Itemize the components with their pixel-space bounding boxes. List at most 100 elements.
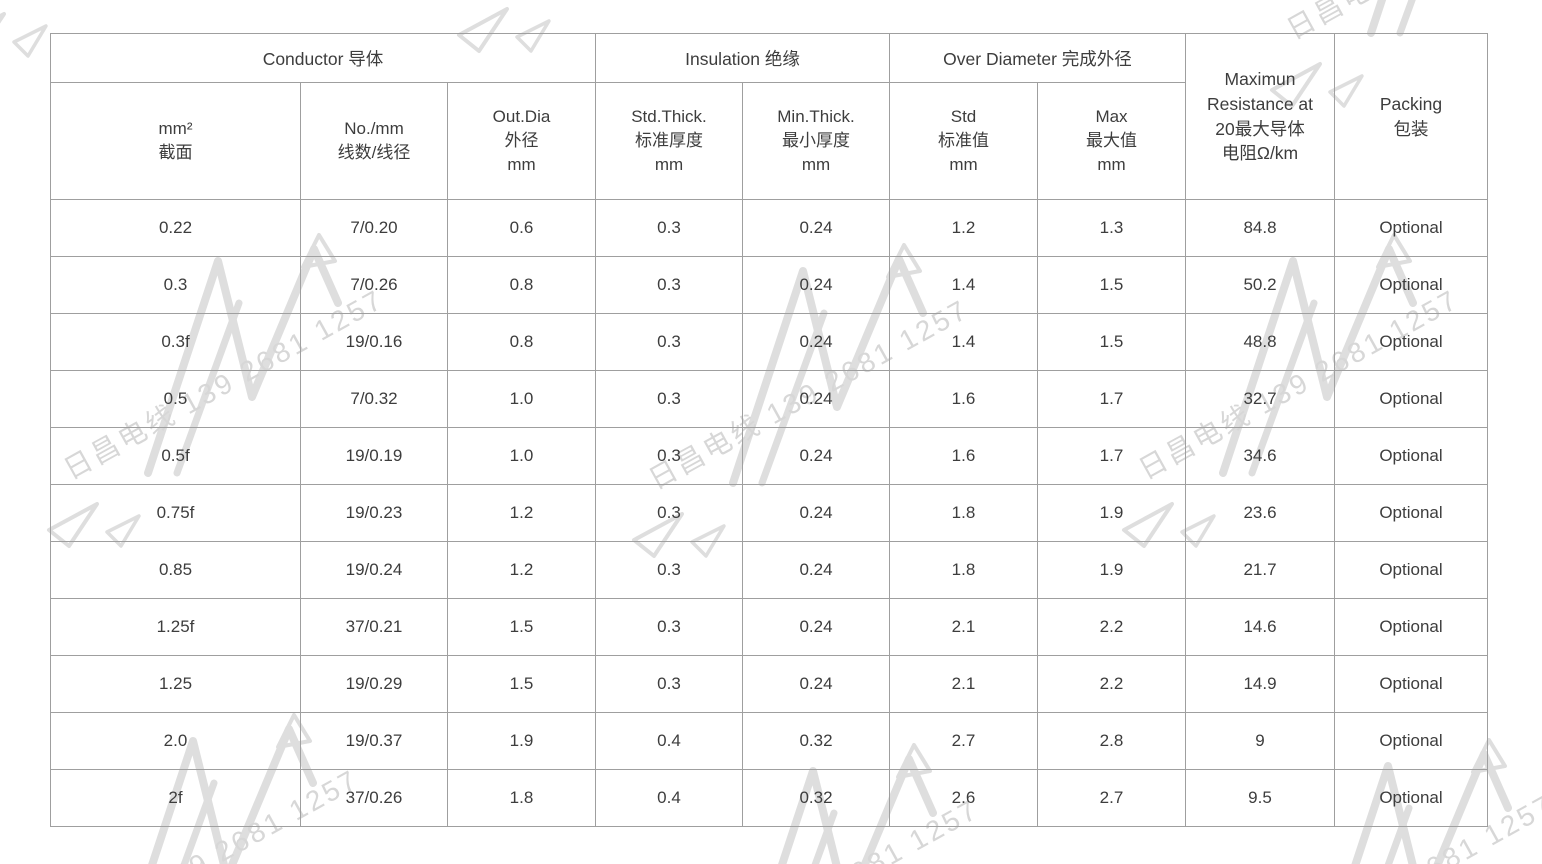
table-row: 2f 37/0.26 1.8 0.4 0.32 2.6 2.7 9.5 Optional [50,769,1488,827]
cell-mm2-section: 0.3f [50,313,301,371]
cell-no-per-mm: 7/0.32 [300,370,448,428]
cell-no-per-mm: 37/0.21 [300,598,448,656]
cell-out-dia: 0.8 [447,256,596,314]
cell-max-resistance: 23.6 [1185,484,1335,542]
cell-max-resistance: 48.8 [1185,313,1335,371]
cell-std-thick: 0.3 [595,598,743,656]
cell-min-thick: 0.24 [742,484,890,542]
cell-od-max: 2.2 [1037,598,1186,656]
cell-max-resistance: 32.7 [1185,370,1335,428]
header-line: mm² [158,118,193,138]
cell-packing: Optional [1334,199,1488,257]
cell-max-resistance: 9 [1185,712,1335,770]
header-line: Min.Thick. [777,106,855,126]
header-line: mm [949,155,978,175]
table-body: 0.22 7/0.20 0.6 0.3 0.24 1.2 1.3 84.8 Optional 0.… [50,199,1488,827]
table-row: 0.85 19/0.24 1.2 0.3 0.24 1.8 1.9 21.7 Optional [50,541,1488,599]
cell-min-thick: 0.24 [742,256,890,314]
cell-od-std: 1.8 [889,484,1038,542]
cell-std-thick: 0.4 [595,769,743,827]
table-row: 2.0 19/0.37 1.9 0.4 0.32 2.7 2.8 9 Optional [50,712,1488,770]
group-header-row: Conductor 导体 Insulation 绝缘 Over Diameter… [50,33,1488,200]
cell-mm2-section: 0.3 [50,256,301,314]
cell-mm2-section: 1.25 [50,655,301,713]
cell-std-thick: 0.3 [595,199,743,257]
cell-od-std: 2.7 [889,712,1038,770]
cell-min-thick: 0.24 [742,199,890,257]
header-line: Max [1095,106,1128,126]
cell-od-std: 2.6 [889,769,1038,827]
cell-max-resistance: 50.2 [1185,256,1335,314]
cell-min-thick: 0.24 [742,370,890,428]
cell-max-resistance: 34.6 [1185,427,1335,485]
cell-packing: Optional [1334,541,1488,599]
header-mm2-section: mm² 截面 [50,82,301,200]
cell-mm2-section: 0.75f [50,484,301,542]
cell-mm2-section: 0.22 [50,199,301,257]
table-row: 0.22 7/0.20 0.6 0.3 0.24 1.2 1.3 84.8 Optional [50,199,1488,257]
cell-out-dia: 0.8 [447,313,596,371]
cell-od-std: 2.1 [889,655,1038,713]
cell-no-per-mm: 37/0.26 [300,769,448,827]
cell-out-dia: 1.0 [447,370,596,428]
header-line: mm [654,155,684,175]
header-line: Maximun [1224,68,1296,89]
table-row: 1.25 19/0.29 1.5 0.3 0.24 2.1 2.2 14.9 Optional [50,655,1488,713]
cell-od-max: 1.9 [1037,484,1186,542]
cell-od-std: 2.1 [889,598,1038,656]
header-line: Resistance at [1206,93,1314,114]
cell-std-thick: 0.3 [595,313,743,371]
cell-max-resistance: 14.9 [1185,655,1335,713]
cell-od-std: 1.4 [889,256,1038,314]
cell-packing: Optional [1334,712,1488,770]
cell-out-dia: 1.2 [447,484,596,542]
cell-packing: Optional [1334,370,1488,428]
cell-packing: Optional [1334,313,1488,371]
cell-no-per-mm: 19/0.37 [300,712,448,770]
cell-std-thick: 0.3 [595,370,743,428]
cell-no-per-mm: 7/0.20 [300,199,448,257]
cell-max-resistance: 84.8 [1185,199,1335,257]
watermark-mountain-logo-icon [1367,0,1416,37]
header-line: 最大值 [1086,130,1137,150]
cell-min-thick: 0.24 [742,427,890,485]
header-line: 线数/线径 [337,143,411,162]
header-min-thick: Min.Thick. 最小厚度 mm [742,82,890,200]
table-row: 0.3f 19/0.16 0.8 0.3 0.24 1.4 1.5 48.8 Optional [50,313,1488,371]
header-line: mm [507,155,536,175]
cell-packing: Optional [1334,655,1488,713]
cell-od-max: 2.2 [1037,655,1186,713]
cell-out-dia: 1.8 [447,769,596,827]
header-line: Packing [1379,93,1443,114]
header-packing: Packing 包装 [1334,33,1488,200]
group-header-conductor: Conductor 导体 [50,33,596,83]
header-line: 包装 [1393,118,1429,139]
cell-std-thick: 0.3 [595,484,743,542]
header-line: 标准厚度 [635,130,703,150]
watermark-triangles-icon [0,12,48,58]
wire-spec-table: Conductor 导体 Insulation 绝缘 Over Diameter… [50,33,1488,827]
cell-od-max: 1.5 [1037,313,1186,371]
cell-out-dia: 1.9 [447,712,596,770]
table-row: 1.25f 37/0.21 1.5 0.3 0.24 2.1 2.2 14.6 Optional [50,598,1488,656]
cell-min-thick: 0.32 [742,769,890,827]
header-line: 截面 [158,143,193,162]
cell-packing: Optional [1334,769,1488,827]
cell-mm2-section: 2.0 [50,712,301,770]
cell-packing: Optional [1334,484,1488,542]
cell-std-thick: 0.3 [595,427,743,485]
cell-od-max: 1.9 [1037,541,1186,599]
table-row: 0.5f 19/0.19 1.0 0.3 0.24 1.6 1.7 34.6 Optional [50,427,1488,485]
header-line: mm [1097,155,1126,175]
table-row: 0.75f 19/0.23 1.2 0.3 0.24 1.8 1.9 23.6 Optional [50,484,1488,542]
header-line: Std [950,106,977,126]
cell-no-per-mm: 19/0.24 [300,541,448,599]
cell-packing: Optional [1334,427,1488,485]
cell-od-max: 1.7 [1037,370,1186,428]
header-od-max: Max 最大值 mm [1037,82,1186,200]
cell-od-std: 1.6 [889,427,1038,485]
cell-max-resistance: 21.7 [1185,541,1335,599]
cell-od-max: 2.8 [1037,712,1186,770]
header-line: Out.Dia [492,106,551,126]
cell-std-thick: 0.3 [595,256,743,314]
